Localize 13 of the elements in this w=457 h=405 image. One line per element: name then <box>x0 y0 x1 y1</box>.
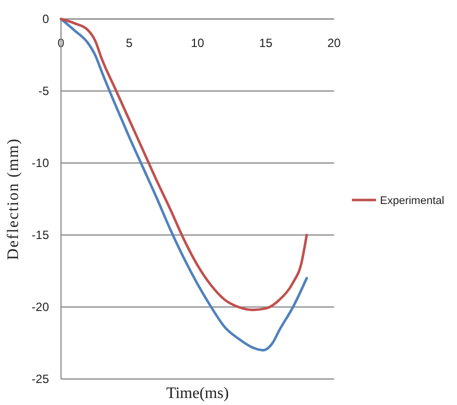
x-tick-label: 10 <box>190 36 204 50</box>
y-axis-title: Deflection (mm) <box>5 138 22 260</box>
x-axis-title: Time(ms) <box>166 385 229 402</box>
legend-label: Experimental <box>380 194 444 207</box>
y-tick-label: -20 <box>32 300 50 314</box>
y-tick-label: -15 <box>32 228 50 242</box>
x-tick-label: 5 <box>126 36 133 50</box>
y-tick-label: -5 <box>38 84 50 98</box>
y-tick-label: -10 <box>32 156 50 170</box>
y-tick-label: 0 <box>42 12 50 26</box>
y-tick-label: -25 <box>32 372 50 386</box>
x-tick-label: 15 <box>259 36 273 50</box>
x-tick-label: 20 <box>327 36 341 50</box>
